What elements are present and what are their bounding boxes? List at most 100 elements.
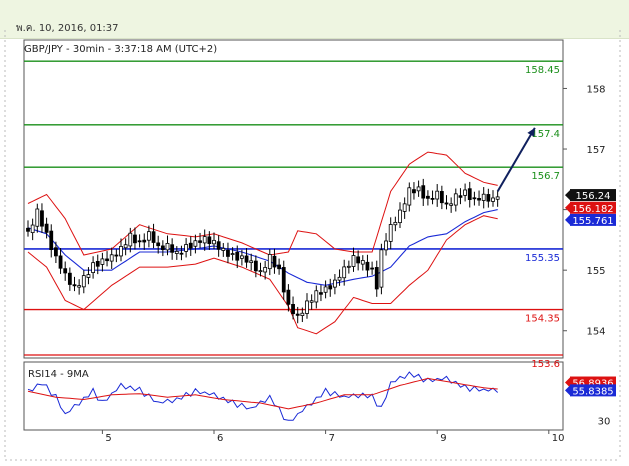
bollinger-upper [27,151,498,256]
candle-body [35,208,40,227]
candle-body [198,240,202,243]
forecast-arrow [496,127,536,192]
rsi-series-line [27,377,498,410]
x-tick-label: 10 [552,433,565,444]
candle-body [332,279,337,288]
candle-body [142,239,147,243]
level-label: 157.4 [531,129,560,140]
candle-body [26,227,30,232]
candle-body [258,270,263,273]
candle-body [328,285,333,290]
price-tag-label: 155.761 [572,216,613,227]
candle-body [165,242,170,251]
price-panel-border [23,39,564,359]
candle-body [91,262,95,273]
rsi-series-line [27,371,499,421]
candle-body [179,252,184,255]
candle-body [212,239,216,245]
candle-body [425,195,430,199]
candle-body [402,203,407,212]
candle-body [370,267,375,270]
candle-body [244,255,249,263]
candle-body [342,266,347,279]
candle-body [95,260,100,267]
indicator-title: RSI14 - 9MA [28,369,89,380]
candle-body [412,189,416,194]
candle-body [491,197,495,202]
candle-body [388,224,393,242]
candle-body [54,247,58,257]
candle-body [360,260,365,265]
candle-body [374,267,379,290]
candle-body [81,275,86,288]
candle-body [63,268,68,274]
candle-body [146,231,151,241]
candle-body [407,187,412,206]
candle-body [323,286,328,293]
rsi-panel [27,371,499,421]
candle-body [356,256,361,264]
candle-body [430,197,435,200]
candle-body [281,267,286,293]
rsi-panel-border [23,361,564,431]
candle-body [319,292,323,295]
candle-body [119,246,123,257]
chart-frame [4,30,621,461]
candle-body [314,290,319,303]
candle-body [114,254,119,257]
x-tick-label: 6 [217,433,223,444]
candle-body [267,254,272,270]
level-lines: 158.45 157.4 156.7 155.35 154.35 153.6 [24,60,563,370]
x-tick-label: 7 [329,433,335,444]
candle-body [291,303,295,315]
chart-title: GBP/JPY - 30min - 3:37:18 AM (UTC+2) [24,44,217,55]
candle-body [346,265,351,268]
candle-body [49,230,54,250]
candle-body [458,195,463,198]
candle-body [453,193,458,206]
candle-body [109,254,114,262]
price-tag-pointer [565,189,571,202]
candle-body [481,193,486,201]
price-tag-box [570,201,616,214]
bollinger-lower [27,215,498,335]
candle-body [444,202,449,205]
candle-body [100,258,105,265]
candle-body [123,244,128,249]
candle-body [300,312,305,316]
y-tick-label: 154 [586,327,605,338]
candle-body [30,224,35,234]
candle-body [160,245,165,251]
moving-average [27,209,498,286]
candle-body [77,285,82,288]
arrow-head [527,127,535,137]
candle-body [305,300,309,314]
candle-body [463,189,468,196]
candle-body [351,255,356,267]
level-label: 155.35 [525,253,560,264]
price-tag-label: 56.8936 [572,379,613,390]
candle-body [253,260,258,272]
candle-body [239,255,244,259]
candles [26,178,500,324]
candle-body [105,258,109,262]
candle-body [216,241,221,250]
price-tag-box [570,213,616,226]
level-label: 158.45 [525,65,560,76]
candle-body [72,284,77,287]
candle-body [486,194,491,202]
candle-body [439,191,444,204]
price-tag-pointer [565,376,571,389]
candle-body [249,260,254,263]
candle-body [263,267,268,273]
price-tag-label: 156.182 [572,204,613,215]
candle-body [472,197,477,200]
bollinger-bands [27,151,498,335]
candle-body [337,276,342,281]
candle-body [193,240,198,247]
candle-body [207,236,212,244]
candle-body [416,186,421,192]
candle-body [295,313,300,316]
candle-body [156,242,161,247]
